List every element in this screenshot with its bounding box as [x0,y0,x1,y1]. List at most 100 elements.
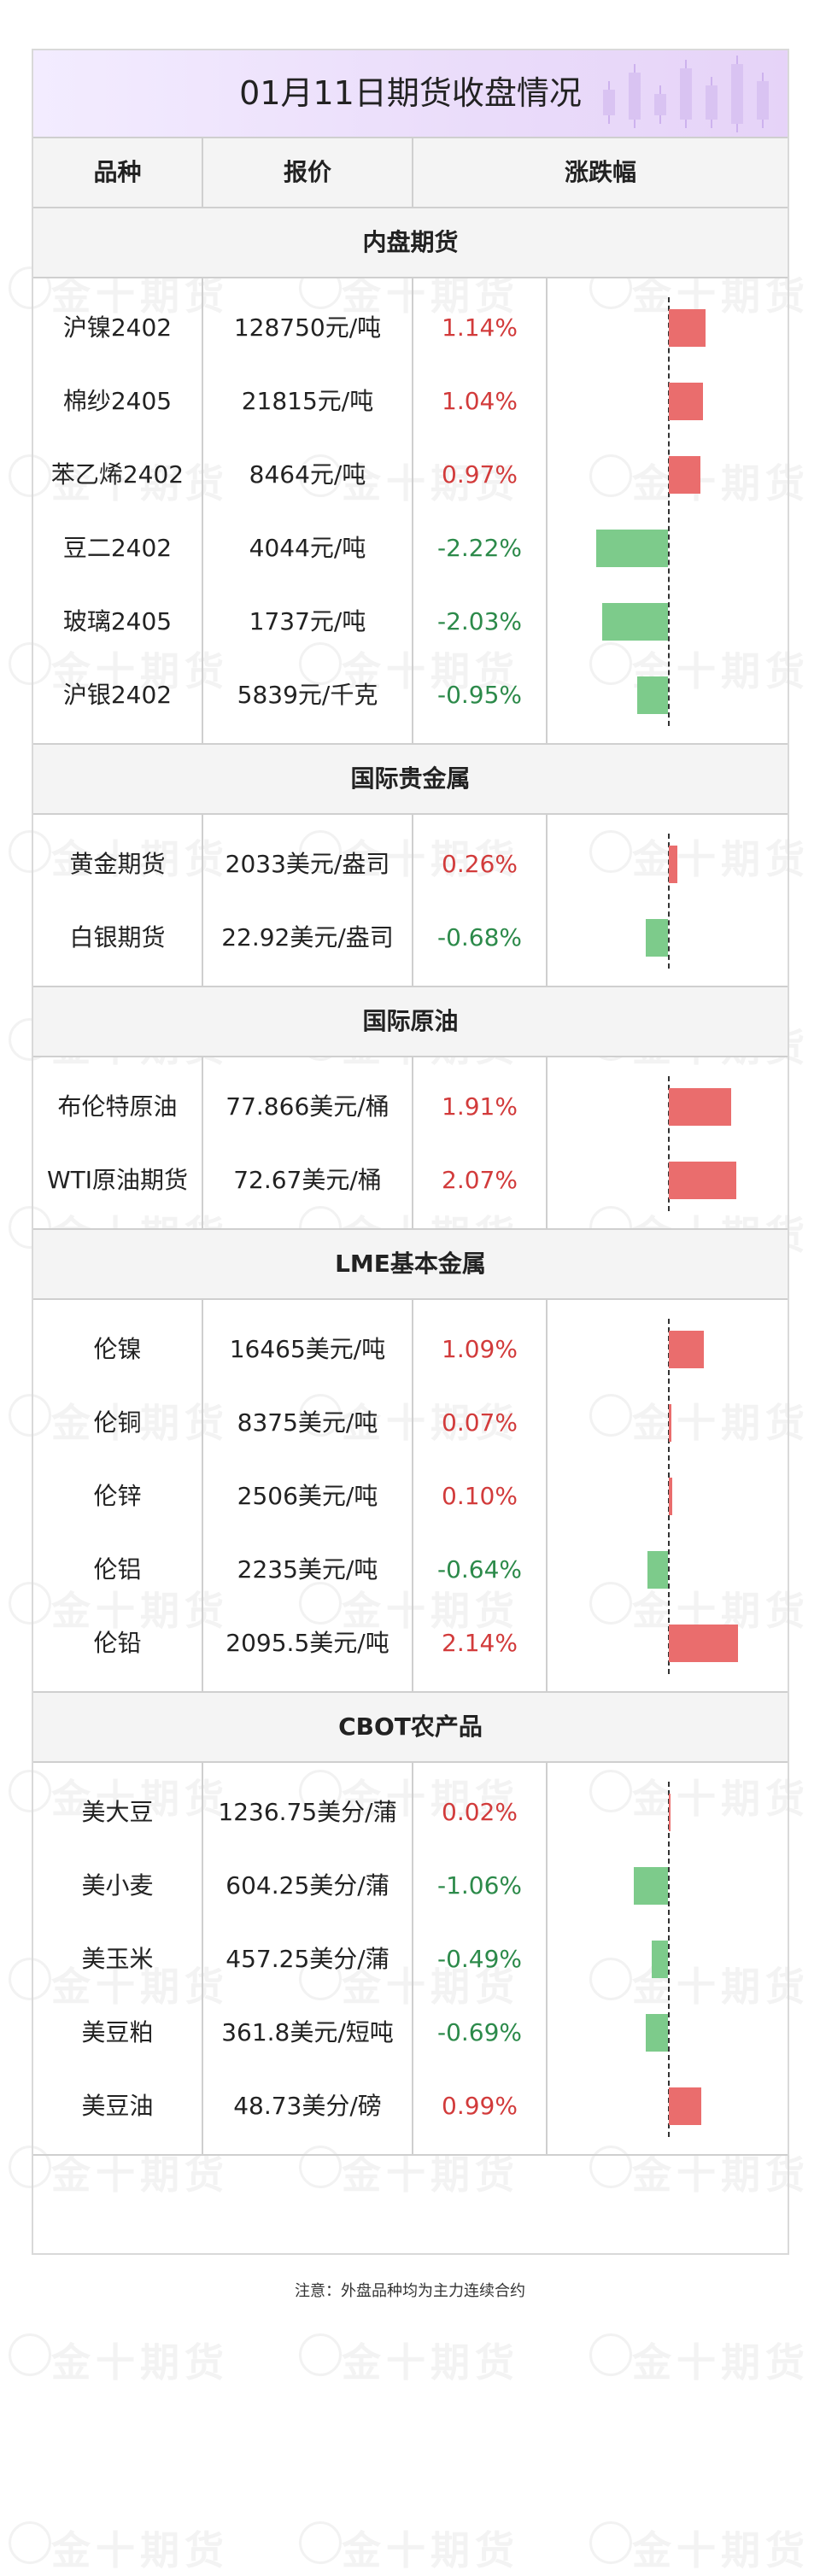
change-bar [669,383,703,420]
variety-name: 伦铅 [93,1629,142,1657]
table-row: 沪镍2402 128750元/吨 1.14% [33,291,788,365]
futures-table: 01月11日期货收盘情况 品种 报价 涨跌幅 内盘期货 沪镍2402 128750元… [32,49,789,2255]
change-bar [646,919,668,957]
variety-name: 伦铝 [93,1555,142,1584]
column-divider [412,1057,413,1228]
price-value: 77.866美元/桶 [226,1092,390,1121]
change-bar [669,309,706,347]
price-value: 1236.75美分/蒲 [218,1798,397,1826]
table-row: 黄金期货 2033美元/盎司 0.26% [33,828,788,901]
candlestick-decoration-icon [594,56,782,134]
change-value: 2.07% [442,1166,518,1194]
section-title: 国际贵金属 [33,745,788,815]
change-value: 0.10% [442,1482,518,1510]
zero-axis-line [668,834,670,969]
table-row: 伦锌 2506美元/吨 0.10% [33,1460,788,1533]
table-row: 美小麦 604.25美分/蒲 -1.06% [33,1849,788,1923]
table-row: 美豆粕 361.8美元/短吨 -0.69% [33,1996,788,2070]
change-value: 1.04% [442,387,518,415]
variety-name: 黄金期货 [69,850,166,878]
column-divider [546,1300,548,1691]
price-value: 8464元/吨 [249,460,366,489]
column-header-change: 涨跌幅 [564,158,636,186]
change-bar [669,2087,701,2125]
change-value: -0.64% [436,1555,523,1584]
change-value: -0.95% [436,681,523,709]
change-bar [647,1551,668,1589]
change-value: 1.09% [442,1335,518,1363]
section-3: LME基本金属 伦镍 16465美元/吨 1.09% 伦铜 8375美元/吨 0.07% 伦锌… [33,1230,788,1693]
price-value: 2033美元/盎司 [225,850,390,878]
price-value: 2506美元/吨 [237,1482,378,1510]
price-value: 8375美元/吨 [237,1408,378,1437]
variety-name: 棉纱2405 [62,387,173,415]
change-value: -0.49% [436,1945,523,1973]
variety-name: 美豆油 [81,2092,154,2120]
section-body: 沪镍2402 128750元/吨 1.14% 棉纱2405 21815元/吨 1.04% 苯… [33,278,788,745]
change-bar [601,603,668,641]
column-divider [412,1300,413,1691]
price-value: 21815元/吨 [241,387,374,415]
zero-axis-line [668,1076,670,1211]
variety-name: 美大豆 [81,1798,154,1826]
table-row: WTI原油期货 72.67美元/桶 2.07% [33,1144,788,1217]
table-row: 棉纱2405 21815元/吨 1.04% [33,365,788,438]
change-bar [645,2014,668,2052]
section-1: 国际贵金属黄金期货 2033美元/盎司 0.26% 白银期货 22.92美元/盎司 -0.… [33,745,788,987]
price-value: 72.67美元/桶 [233,1166,382,1194]
footnote: 注意：外盘品种均为主力连续合约 [295,2282,525,2300]
change-bar [669,1794,671,1831]
change-value: 0.26% [442,850,518,878]
column-divider [546,278,548,743]
change-bar [669,846,677,883]
price-value: 4044元/吨 [249,534,366,562]
section-4: CBOT农产品 美大豆 1236.75美分/蒲 0.02% 美小麦 604.25美分/蒲 -… [33,1693,788,2156]
variety-name: 伦锌 [93,1482,142,1510]
table-row: 豆二2402 4044元/吨 -2.22% [33,512,788,585]
table-row: 苯乙烯2402 8464元/吨 0.97% [33,438,788,512]
change-value: 2.14% [442,1629,518,1657]
change-bar [595,530,668,567]
section-body: 黄金期货 2033美元/盎司 0.26% 白银期货 22.92美元/盎司 -0.68% [33,815,788,987]
column-header-price: 报价 [283,158,331,186]
variety-name: 美小麦 [81,1871,154,1900]
variety-name: 布伦特原油 [57,1092,178,1121]
section-title: LME基本金属 [33,1230,788,1300]
change-value: 1.91% [442,1092,518,1121]
column-divider [202,1763,203,2154]
change-bar [669,1478,672,1515]
price-value: 2095.5美元/吨 [226,1629,390,1657]
table-row: 白银期货 22.92美元/盎司 -0.68% [33,901,788,975]
variety-name: 豆二2402 [62,534,173,562]
price-value: 1737元/吨 [249,607,366,635]
zero-axis-line [668,297,670,726]
change-bar [669,1404,671,1442]
change-bar [669,456,700,494]
watermark-text: 金十期货 [632,2527,810,2573]
table-row: 沪银2402 5839元/千克 -0.95% [33,659,788,732]
column-divider [412,1763,413,2154]
table-row: 伦铝 2235美元/吨 -0.64% [33,1533,788,1607]
price-value: 457.25美分/蒲 [226,1945,390,1973]
watermark-logo-icon [589,2333,632,2376]
watermark-text: 金十期货 [342,2339,519,2386]
watermark-logo-icon [299,2521,342,2564]
table-row: 美豆油 48.73美分/磅 0.99% [33,2070,788,2143]
change-value: -0.69% [436,2018,523,2046]
column-divider [202,278,203,743]
table-row: 玻璃2405 1737元/吨 -2.03% [33,585,788,659]
variety-name: 玻璃2405 [62,607,173,635]
column-divider [202,1300,203,1691]
change-value: -2.03% [436,607,523,635]
table-row: 美玉米 457.25美分/蒲 -0.49% [33,1923,788,1996]
change-bar [669,1088,731,1126]
table-row: 伦铜 8375美元/吨 0.07% [33,1386,788,1460]
watermark-logo-icon [589,2521,632,2564]
section-body: 布伦特原油 77.866美元/桶 1.91% WTI原油期货 72.67美元/桶 2.07… [33,1057,788,1230]
change-value: 0.99% [442,2092,518,2120]
price-value: 361.8美元/短吨 [221,2018,394,2046]
column-header-row: 品种 报价 涨跌幅 [33,138,788,208]
variety-name: WTI原油期货 [46,1166,189,1194]
change-bar [669,1162,736,1199]
watermark-logo-icon [299,2333,342,2376]
